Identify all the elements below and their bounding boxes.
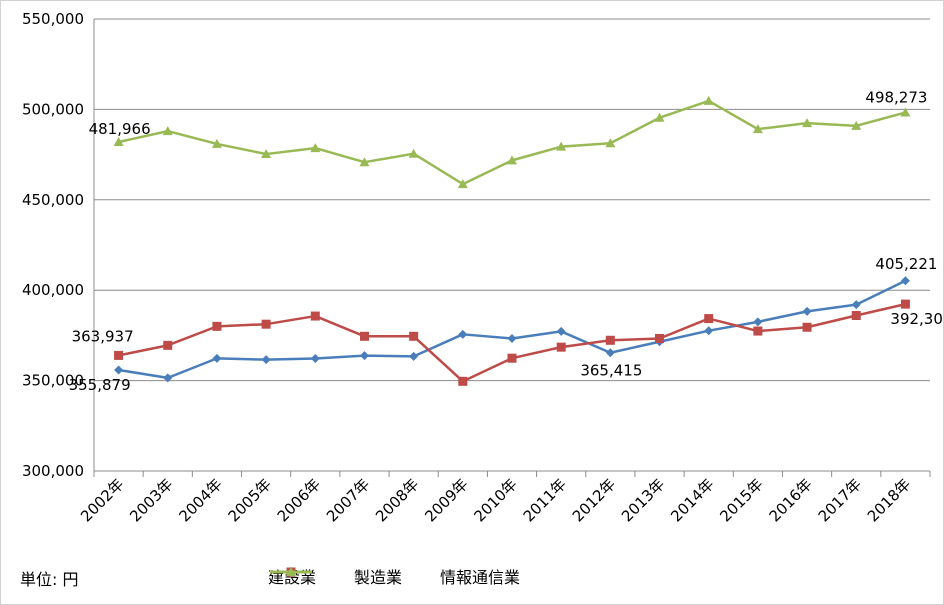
legend-item-manufacturing: 製造業 xyxy=(270,564,403,588)
data-point-triangle xyxy=(752,124,763,134)
x-tick-label: 2011年 xyxy=(520,475,570,525)
y-tick-label: 300,000 xyxy=(22,462,84,480)
x-tick-label: 2009年 xyxy=(421,475,471,525)
data-point-diamond xyxy=(310,354,320,364)
data-point-triangle xyxy=(703,95,714,105)
x-tick-label: 2005年 xyxy=(225,475,275,525)
x-tick-label: 2015年 xyxy=(716,475,766,525)
data-point-triangle xyxy=(851,120,862,130)
data-point-diamond xyxy=(900,276,910,286)
x-tick-label: 2017年 xyxy=(815,475,865,525)
data-label: 365,415 xyxy=(580,362,642,380)
data-point-diamond xyxy=(409,351,419,361)
data-point-diamond xyxy=(507,333,517,343)
data-point-triangle xyxy=(900,107,911,117)
data-point-square xyxy=(458,376,468,386)
x-tick-label: 2002年 xyxy=(77,475,127,525)
data-label: 498,273 xyxy=(865,89,927,107)
data-point-triangle xyxy=(113,137,124,147)
data-point-triangle xyxy=(408,148,419,158)
data-label: 363,937 xyxy=(72,327,134,345)
x-tick-label: 2004年 xyxy=(175,475,225,525)
data-point-diamond xyxy=(458,329,468,339)
data-point-triangle xyxy=(211,138,222,148)
legend-marker-triangle xyxy=(270,567,312,576)
x-tick-label: 2016年 xyxy=(766,475,816,525)
x-tick-label: 2014年 xyxy=(667,475,717,525)
data-label: 481,966 xyxy=(89,120,151,138)
data-point-triangle xyxy=(457,179,468,189)
y-tick-label: 350,000 xyxy=(22,372,84,390)
data-point-square xyxy=(409,331,419,341)
line-chart: 300,000 350,000 400,000 450,000 500,000 550,0… xyxy=(22,10,944,525)
data-point-square xyxy=(163,340,173,350)
y-tick-label: 450,000 xyxy=(22,191,84,209)
data-point-diamond xyxy=(163,373,173,383)
legend-label-ict: 情報通信業 xyxy=(440,568,521,587)
x-tick-label: 2007年 xyxy=(323,475,373,525)
data-point-square xyxy=(114,350,124,360)
x-tick-label: 2006年 xyxy=(274,475,324,525)
data-point-square xyxy=(556,342,566,352)
x-tick-label: 2008年 xyxy=(372,475,422,525)
x-tick-label: 2018年 xyxy=(864,475,914,525)
data-point-triangle xyxy=(654,112,665,122)
series-line xyxy=(118,99,906,186)
x-tick-label: 2012年 xyxy=(569,475,619,525)
y-tick-label: 550,000 xyxy=(22,10,84,28)
data-point-diamond xyxy=(212,353,222,363)
data-point-diamond xyxy=(359,351,369,361)
data-point-triangle xyxy=(556,141,567,151)
data-point-diamond xyxy=(261,355,271,365)
y-tick-label: 400,000 xyxy=(22,281,84,299)
data-point-triangle xyxy=(261,149,272,159)
data-point-triangle xyxy=(507,155,517,165)
data-point-triangle xyxy=(310,143,321,153)
data-point-diamond xyxy=(114,365,124,375)
y-tick-label: 500,000 xyxy=(22,100,84,118)
data-label: 355,879 xyxy=(69,376,131,394)
data-label: 392,305 xyxy=(890,310,944,328)
data-point-diamond xyxy=(605,348,615,358)
data-point-triangle xyxy=(802,118,813,128)
data-point-square xyxy=(900,299,910,309)
data-point-diamond xyxy=(556,326,566,336)
data-point-diamond xyxy=(851,300,861,310)
x-tick-label: 2013年 xyxy=(618,475,668,525)
legend: 建設業 製造業 情報通信業 xyxy=(268,564,520,588)
data-point-square xyxy=(655,333,665,343)
data-point-square xyxy=(507,353,517,363)
data-point-square xyxy=(704,314,714,324)
data-point-square xyxy=(359,331,369,341)
legend-item-ict: 情報通信業 xyxy=(270,564,521,588)
data-point-triangle xyxy=(605,138,616,148)
data-point-diamond xyxy=(802,306,812,316)
data-point-square xyxy=(605,335,615,345)
data-point-square xyxy=(261,319,271,329)
data-point-diamond xyxy=(704,326,714,336)
unit-label: 単位: 円 xyxy=(20,570,79,589)
data-point-square xyxy=(802,322,812,332)
data-point-square xyxy=(753,326,763,336)
data-label: 405,221 xyxy=(875,255,937,273)
data-point-diamond xyxy=(753,317,763,327)
x-tick-label: 2003年 xyxy=(126,475,176,525)
data-point-square xyxy=(212,321,222,331)
data-point-square xyxy=(310,311,320,321)
data-point-square xyxy=(851,311,861,321)
legend-label-manufacturing: 製造業 xyxy=(354,568,403,587)
data-point-triangle xyxy=(162,126,173,136)
data-point-triangle xyxy=(359,157,370,167)
x-tick-label: 2010年 xyxy=(470,475,520,525)
